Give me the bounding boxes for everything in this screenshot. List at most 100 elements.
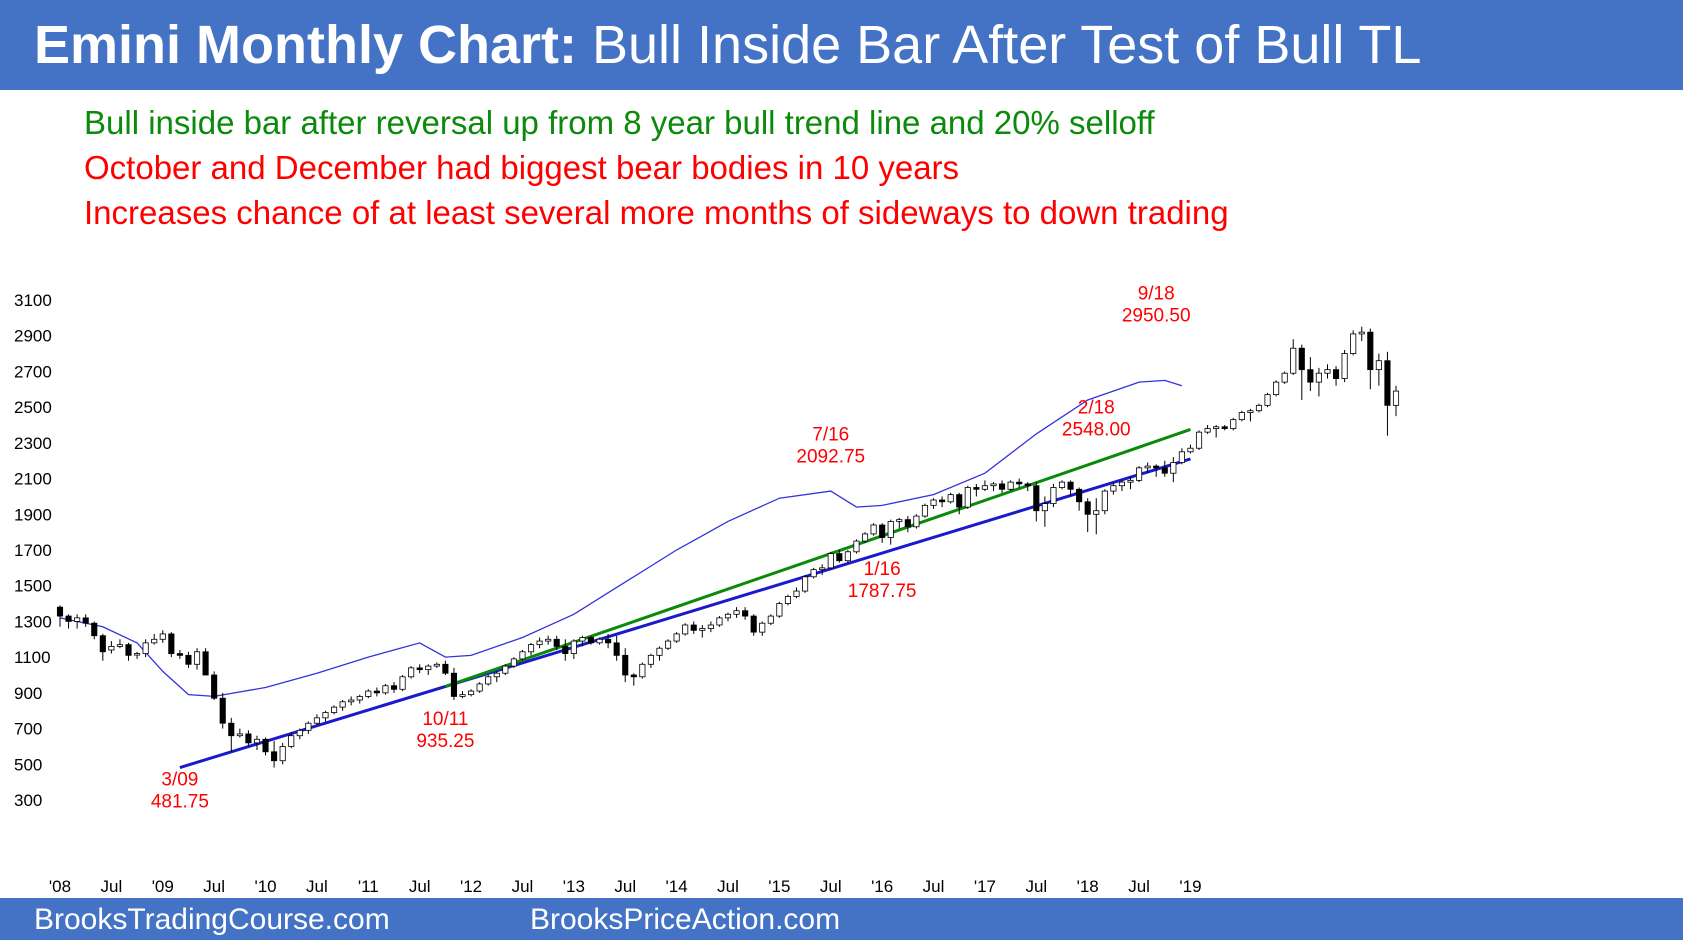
- candle-body: [990, 483, 997, 487]
- candle-body: [1178, 451, 1185, 463]
- y-tick-label: 2300: [14, 434, 52, 453]
- candle-body: [236, 733, 243, 737]
- candle-body: [168, 633, 175, 654]
- candle-body: [656, 647, 663, 656]
- candle-body: [159, 633, 166, 640]
- candle-body: [682, 624, 689, 635]
- footer-left-site[interactable]: BrooksTradingCourse.com: [34, 903, 390, 936]
- candle-body: [116, 644, 124, 647]
- candle-body: [536, 640, 543, 646]
- footer-bar: BrooksTradingCourse.com BrooksPriceActio…: [0, 898, 1683, 940]
- candle-body: [690, 624, 697, 631]
- x-tick-label: Jul: [1128, 877, 1150, 896]
- candle-body: [108, 646, 115, 651]
- candle-body: [981, 485, 988, 490]
- candle-body: [1110, 485, 1117, 492]
- candle-body: [356, 696, 363, 701]
- candle-body: [527, 644, 535, 653]
- y-tick-label: 300: [14, 791, 42, 810]
- candle-body: [322, 712, 329, 719]
- y-tick-label: 2500: [14, 398, 52, 417]
- candle-body: [767, 615, 774, 624]
- y-tick-label: 1700: [14, 541, 52, 560]
- annotation-label: 1/16: [864, 559, 901, 580]
- candle-body: [151, 638, 158, 644]
- candle-body: [784, 596, 792, 604]
- x-tick-label: '09: [152, 877, 174, 896]
- candle-body: [904, 519, 911, 528]
- title-bar: Emini Monthly Chart: Bull Inside Bar Aft…: [0, 0, 1683, 90]
- candle-body: [570, 640, 577, 654]
- candle-body: [913, 515, 920, 528]
- candle-body: [1384, 360, 1391, 406]
- candle-body: [861, 533, 869, 542]
- x-tick-label: '08: [49, 877, 71, 896]
- candle-body: [202, 651, 209, 676]
- candle-body: [776, 603, 783, 617]
- candle-body: [365, 690, 372, 697]
- annotation-label: 2950.50: [1122, 305, 1191, 326]
- candle-body: [382, 685, 389, 694]
- candle-body: [1281, 372, 1288, 383]
- y-tick-label: 500: [14, 755, 42, 774]
- candle-body: [1332, 369, 1340, 379]
- annotation-label: 935.25: [416, 731, 474, 752]
- candle-body: [1007, 481, 1014, 490]
- x-tick-label: '10: [254, 877, 276, 896]
- annotation-label: 1787.75: [848, 581, 917, 602]
- candle-body: [1341, 353, 1348, 379]
- candle-body: [1058, 481, 1066, 488]
- candle-body: [433, 663, 440, 667]
- candle-body: [271, 751, 278, 762]
- price-chart: 3100 2900 2700 2500 2300 2100 1900 1700 1500 1300…: [14, 283, 1400, 896]
- y-tick-label: 3100: [14, 291, 52, 310]
- candle-body: [793, 590, 800, 597]
- candle-body: [1324, 369, 1331, 374]
- candle-body: [605, 638, 612, 644]
- candle-body: [802, 576, 809, 592]
- candle-body: [596, 638, 603, 644]
- candle-body: [1033, 485, 1040, 512]
- candle-body: [630, 674, 637, 678]
- chart-title-bold: Emini Monthly Chart:: [34, 15, 577, 75]
- candle-body: [622, 654, 629, 676]
- candle-body: [1230, 419, 1237, 429]
- x-tick-label: '15: [768, 877, 790, 896]
- chart-title: Emini Monthly Chart: Bull Inside Bar Aft…: [34, 12, 1421, 78]
- candle-body: [699, 628, 706, 631]
- candle-body: [288, 735, 295, 747]
- y-tick-label: 1900: [14, 505, 52, 524]
- candle-body: [519, 651, 526, 660]
- y-tick-label: 700: [14, 720, 42, 739]
- candle-body: [468, 690, 475, 696]
- x-tick-label: '12: [460, 877, 482, 896]
- candle-body: [502, 665, 509, 674]
- candle-body: [510, 658, 517, 667]
- candle-body: [930, 499, 937, 506]
- candle-body: [947, 494, 954, 503]
- x-tick-label: Jul: [101, 877, 123, 896]
- candle-body: [716, 617, 723, 626]
- candle-body: [1084, 501, 1091, 515]
- candle-body: [1041, 503, 1048, 512]
- candle-body: [707, 624, 714, 629]
- candle-body: [416, 667, 423, 671]
- candle-body: [1170, 462, 1177, 474]
- candle-body: [1213, 426, 1220, 429]
- candle-body: [1315, 372, 1322, 383]
- candle-body: [1247, 410, 1254, 413]
- candle-body: [193, 651, 201, 665]
- notes-block: Bull inside bar after reversal up from 8…: [84, 100, 1229, 235]
- candle-body: [939, 499, 946, 503]
- candle-body: [1118, 481, 1126, 487]
- x-tick-label: Jul: [1025, 877, 1047, 896]
- annotation-label: 10/11: [422, 709, 468, 730]
- candle-body: [1016, 481, 1023, 485]
- x-tick-label: '17: [974, 877, 996, 896]
- footer-right-site[interactable]: BrooksPriceAction.com: [530, 903, 841, 936]
- candle-body: [1375, 360, 1382, 371]
- y-tick-label: 2100: [14, 470, 52, 489]
- annotation-label: 481.75: [151, 792, 209, 813]
- annotation-label: 2/18: [1078, 398, 1115, 419]
- x-tick-label: Jul: [306, 877, 328, 896]
